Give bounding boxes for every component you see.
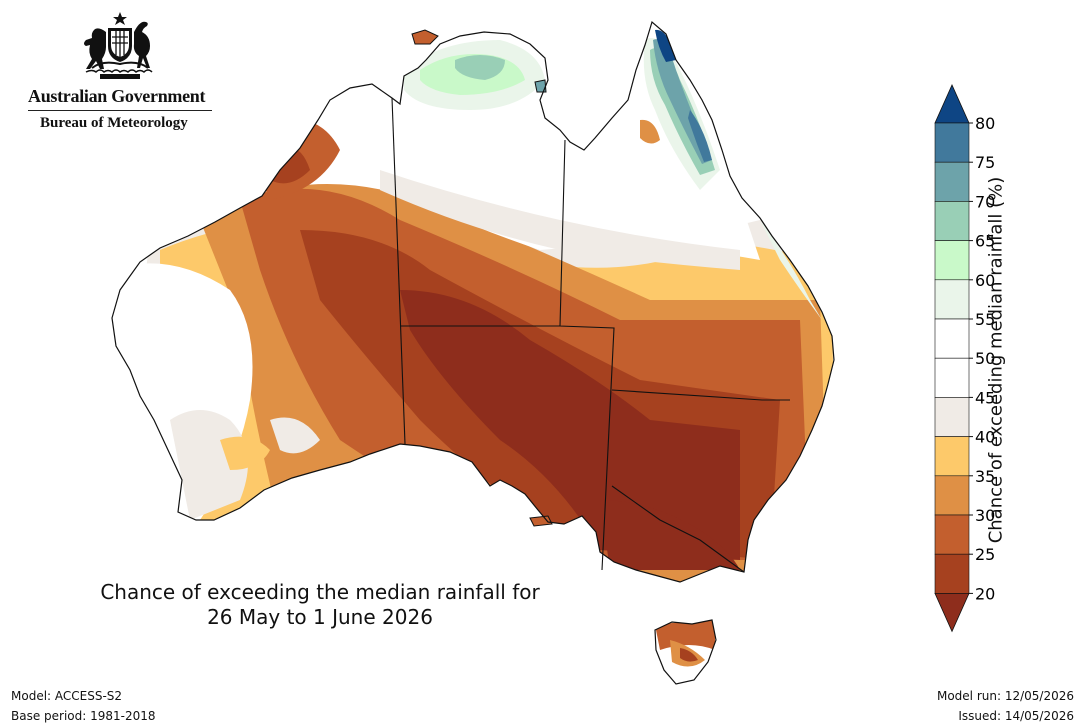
colorbar-band: [934, 279, 970, 320]
colorbar-tick-label: 45: [975, 388, 995, 407]
colorbar: 20 25 30 35 40 45 50 55 60 65 70 75 80: [934, 84, 995, 633]
colorbar-tick-label: 50: [975, 349, 995, 368]
colorbar-band: [934, 318, 970, 359]
mainland-probability-fill: [112, 22, 834, 582]
logo-divider: [28, 110, 212, 111]
colorbar-label: Chance of exceeding median rainfall (%): [985, 176, 1007, 544]
colorbar-band: [934, 240, 970, 281]
colorbar-tick-label: 55: [975, 310, 995, 329]
issued-label: Issued: 14/05/2026: [958, 709, 1074, 723]
colorbar-tick-label: 65: [975, 232, 995, 251]
colorbar-tick-label: 30: [975, 506, 995, 525]
colorbar-tick-label: 60: [975, 271, 995, 290]
colorbar-extend-max: [934, 84, 970, 124]
colorbar-tick-label: 25: [975, 545, 995, 564]
colorbar-band: [934, 357, 970, 398]
base-period-label: Base period: 1981-2018: [11, 709, 156, 723]
colorbar-tick-label: 70: [975, 192, 995, 211]
colorbar-extend-min: [934, 593, 970, 633]
kangaroo-island: [529, 515, 553, 527]
map-title-line2: 26 May to 1 June 2026: [207, 605, 433, 629]
colorbar-tick-label: 80: [975, 114, 995, 133]
map-title-line1: Chance of exceeding the median rainfall …: [100, 580, 540, 604]
state-borders: [391, 97, 790, 573]
colorbar-band: [934, 436, 970, 477]
colorbar-tick-label: 20: [975, 584, 995, 603]
org-name-line1: Australian Government: [28, 86, 206, 106]
bom-logo: Australian Government Bureau of Meteorol…: [28, 10, 216, 132]
tasmania-probability-fill: [655, 620, 716, 684]
map-title: Chance of exceeding the median rainfall …: [70, 580, 570, 630]
coat-of-arms-icon: [84, 12, 153, 79]
colorbar-band: [934, 122, 970, 163]
model-label: Model: ACCESS-S2: [11, 689, 123, 703]
org-name-line2: Bureau of Meteorology: [40, 115, 188, 131]
colorbar-band: [934, 514, 970, 555]
colorbar-band: [934, 475, 970, 516]
colorbar-band: [934, 553, 970, 594]
colorbar-band: [934, 397, 970, 437]
colorbar-tick-label: 35: [975, 467, 995, 486]
melville-island: [411, 29, 439, 45]
groote-eylandt: [534, 79, 547, 93]
colorbar-tick-label: 40: [975, 428, 995, 447]
model-run-label: Model run: 12/05/2026: [936, 689, 1074, 703]
colorbar-band: [934, 161, 970, 202]
colorbar-tick-label: 75: [975, 153, 995, 172]
colorbar-band: [934, 201, 970, 241]
